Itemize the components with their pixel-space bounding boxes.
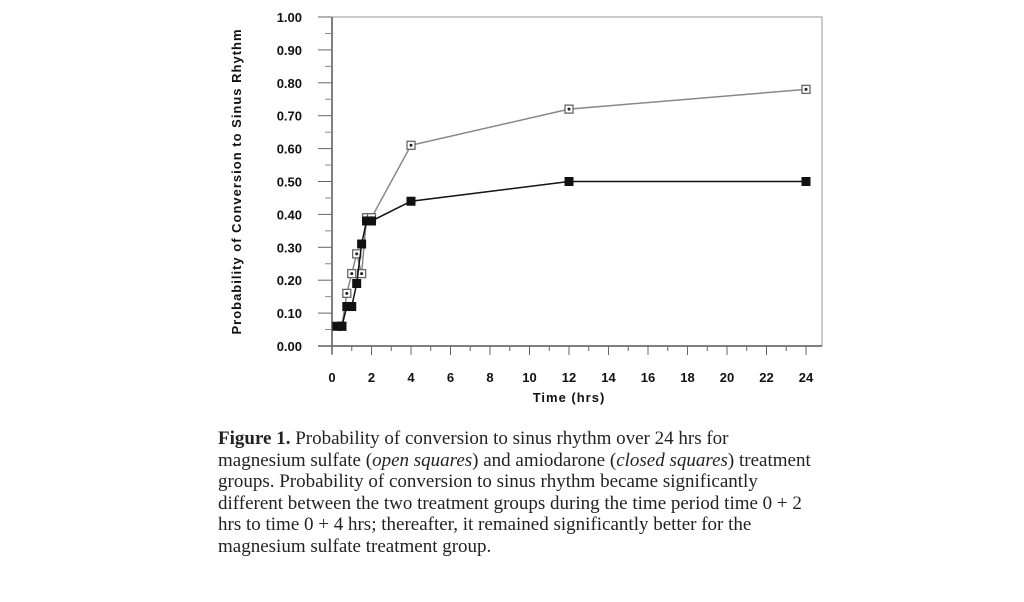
y-tick-label: 0.20: [277, 273, 302, 288]
marker-dot: [360, 272, 364, 276]
y-axis-label: Probability of Conversion to Sinus Rhyth…: [229, 28, 244, 334]
y-tick-label: 0.10: [277, 306, 302, 321]
y-tick-label: 0.80: [277, 76, 302, 91]
closed-square-marker: [801, 177, 811, 186]
x-tick-label: 2: [368, 370, 375, 385]
marker-dot: [345, 291, 349, 295]
y-tick-label: 0.70: [277, 109, 302, 124]
marker-dot: [355, 252, 359, 256]
y-tick-label: 0.50: [277, 175, 302, 190]
y-tick-label: 0.00: [277, 339, 302, 354]
x-tick-label: 22: [759, 370, 773, 385]
x-tick-label: 16: [641, 370, 655, 385]
closed-square-marker: [352, 278, 362, 288]
x-tick-label: 14: [601, 370, 616, 385]
closed-square-marker: [564, 177, 574, 186]
caption-label: Figure 1.: [218, 428, 291, 449]
figure-caption: Figure 1. Probability of conversion to s…: [218, 428, 818, 557]
caption-closed: closed squares: [616, 449, 728, 471]
caption-text: ) and amiodarone (: [472, 449, 617, 471]
x-tick-label: 0: [328, 370, 335, 385]
x-tick-label: 24: [799, 370, 814, 385]
marker-dot: [409, 143, 413, 147]
chart: 0.00 0.10 0.20 0.30 0.40 0.50 0.60 0.70 0.80 0.90…: [229, 10, 823, 405]
x-tick-label: 10: [522, 370, 536, 385]
closed-square-marker: [347, 302, 357, 312]
closed-square-marker: [357, 239, 367, 249]
marker-dot: [350, 272, 354, 276]
series-line: [341, 88, 807, 327]
y-tick-label: 0.90: [277, 43, 302, 58]
closed-square-marker: [406, 196, 416, 206]
y-tick-label: 0.60: [277, 142, 302, 157]
y-tick-label: 0.40: [277, 207, 302, 222]
closed-square-marker: [342, 302, 352, 312]
closed-square-marker: [362, 216, 372, 226]
x-axis-label: Time (hrs): [533, 390, 606, 405]
closed-square-marker: [332, 321, 342, 331]
caption-open: open squares: [372, 449, 473, 471]
marker-dot: [567, 107, 571, 111]
x-tick-label: 6: [447, 370, 454, 385]
x-tick-label: 20: [720, 370, 734, 385]
caption-text: Probability of conversion to sinus rhyth…: [218, 428, 729, 471]
y-tick-label: 1.00: [277, 10, 302, 25]
marker-dot: [804, 87, 808, 91]
y-tick-label: 0.30: [277, 240, 302, 255]
closed-square-marker: [337, 321, 347, 331]
closed-square-marker: [367, 216, 376, 226]
x-tick-label: 18: [680, 370, 694, 385]
caption-text: ) treatment groups. Probability of conve…: [218, 449, 811, 557]
x-tick-label: 4: [407, 370, 415, 385]
x-tick-label: 12: [562, 370, 576, 385]
x-tick-label: 8: [486, 370, 493, 385]
